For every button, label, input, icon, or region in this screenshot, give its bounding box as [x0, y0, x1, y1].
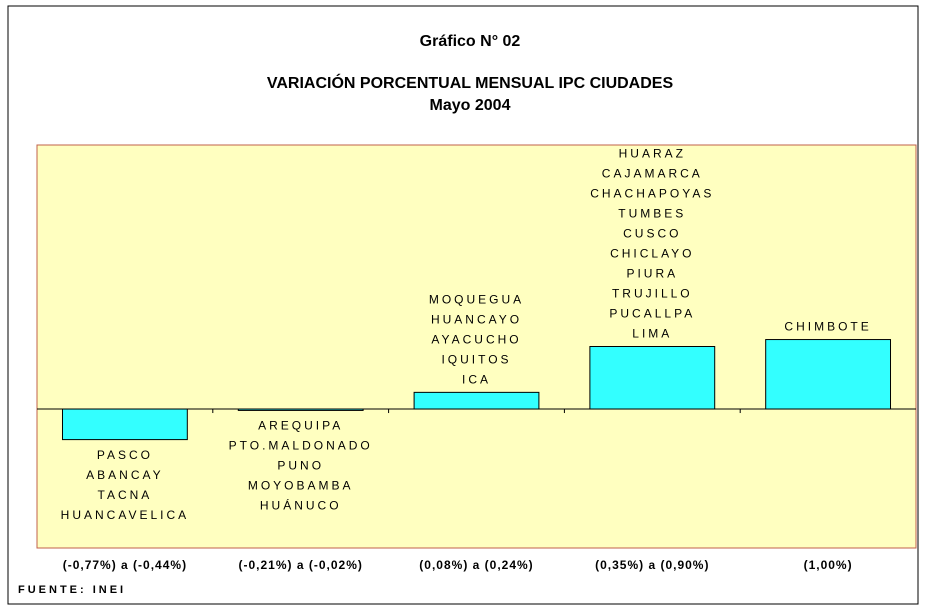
- x-tick-label: (-0,21%) a (-0,02%): [239, 558, 363, 572]
- bar: [765, 339, 892, 410]
- city-label: TUMBES: [618, 207, 686, 221]
- source: FUENTE: INEI: [18, 584, 126, 596]
- city-label: IQUITOS: [441, 353, 511, 367]
- chart-title: Gráfico N° 02: [420, 33, 521, 50]
- city-label: CHACHAPOYAS: [590, 187, 714, 201]
- city-label: CHICLAYO: [610, 247, 694, 261]
- city-label: HUANCAYO: [431, 313, 522, 327]
- city-label: PUNO: [277, 459, 324, 473]
- city-label: AREQUIPA: [258, 419, 343, 433]
- x-tick-label: (0,35%) a (0,90%): [595, 558, 709, 572]
- city-label: CHIMBOTE: [784, 320, 871, 334]
- city-label: PASCO: [97, 448, 153, 462]
- chart-subtitle: Mayo 2004: [430, 97, 511, 114]
- city-label: TACNA: [98, 488, 153, 502]
- city-label: PUCALLPA: [609, 307, 695, 321]
- city-label: ABANCAY: [86, 468, 163, 482]
- city-label: MOYOBAMBA: [248, 479, 354, 493]
- chart-subtitle: VARIACIÓN PORCENTUAL MENSUAL IPC CIUDADE…: [267, 73, 674, 92]
- city-label: HUARAZ: [619, 147, 686, 161]
- city-label: LIMA: [632, 327, 672, 341]
- bar: [61, 408, 188, 441]
- bar: [413, 391, 540, 410]
- city-label: ICA: [462, 373, 491, 387]
- city-label: CUSCO: [623, 227, 681, 241]
- city-label: HUÁNUCO: [260, 498, 342, 513]
- city-label: AYACUCHO: [431, 333, 521, 347]
- city-label: TRUJILLO: [612, 287, 693, 301]
- bar: [589, 346, 716, 410]
- x-tick-label: (1,00%): [804, 558, 853, 572]
- city-label: PIURA: [626, 267, 678, 281]
- x-tick-label: (-0,77%) a (-0,44%): [63, 558, 187, 572]
- city-label: MOQUEGUA: [429, 293, 524, 307]
- city-label: PTO.MALDONADO: [229, 439, 373, 453]
- city-label: CAJAMARCA: [602, 167, 703, 181]
- x-tick-label: (0,08%) a (0,24%): [419, 558, 533, 572]
- city-label: HUANCAVELICA: [61, 508, 189, 522]
